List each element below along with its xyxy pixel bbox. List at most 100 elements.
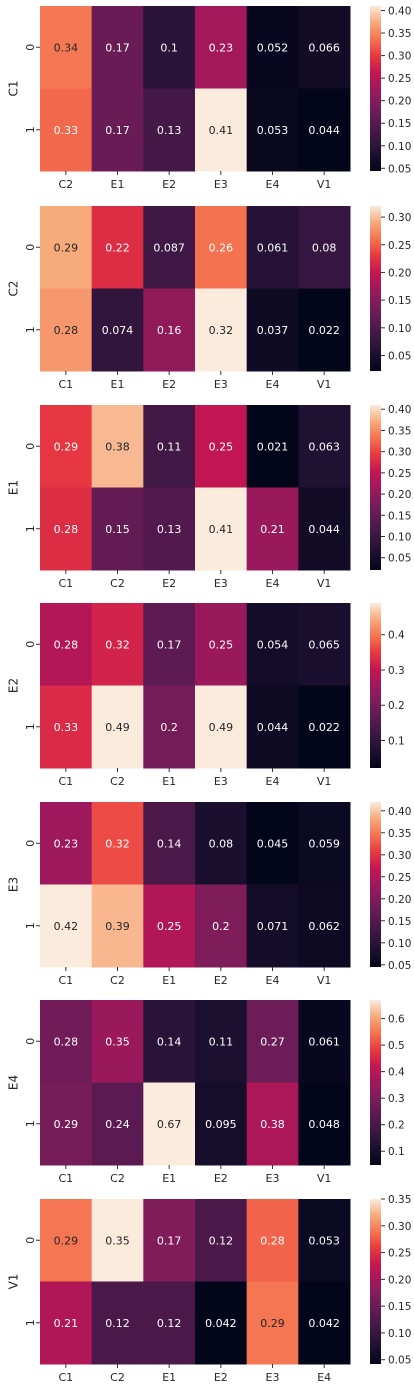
x-tick-label: V1 <box>317 378 332 391</box>
heatmap-cell <box>40 6 93 89</box>
x-tick-label: V1 <box>317 178 332 191</box>
cell-value-label: 0.14 <box>157 1035 182 1048</box>
colorbar-tick-label: 0.25 <box>388 73 411 85</box>
heatmap-cell <box>246 884 299 968</box>
cell-value-label: 0.33 <box>54 124 79 137</box>
heatmap-cell <box>91 685 144 769</box>
y-tick-label: 0 <box>24 44 37 51</box>
heatmap-cell <box>246 603 299 686</box>
colorbar <box>370 6 381 171</box>
colorbar-tick-label: 0.4 <box>388 630 405 642</box>
heatmap-cell <box>40 1000 93 1083</box>
x-tick-label: E4 <box>266 974 280 987</box>
colorbar-tick-label: 0.10 <box>388 1328 411 1340</box>
cell-value-label: 0.08 <box>209 837 234 850</box>
cell-value-label: 0.061 <box>257 241 289 254</box>
heatmap-cell <box>91 487 144 571</box>
colorbar-tick-label: 0.20 <box>388 96 411 108</box>
heatmap-cell <box>195 1000 248 1083</box>
heatmap-cell <box>91 1000 144 1083</box>
cell-value-label: 0.053 <box>257 124 289 137</box>
heatmap-cell <box>246 1000 299 1083</box>
x-tick-label: E3 <box>214 775 228 788</box>
cell-value-label: 0.1 <box>160 41 178 54</box>
heatmap-cell <box>298 1281 351 1365</box>
x-tick-label: E1 <box>162 775 176 788</box>
colorbar-tick-label: 0.20 <box>388 1274 411 1286</box>
colorbar-tick-label: 0.30 <box>388 1221 411 1233</box>
heatmap-cell <box>91 405 144 488</box>
x-tick-label: E2 <box>162 577 176 590</box>
x-tick-label: C2 <box>110 775 125 788</box>
cell-value-label: 0.28 <box>54 324 79 337</box>
y-tick-label: 1 <box>24 326 37 333</box>
heatmap-cell <box>40 685 93 769</box>
x-tick-label: C2 <box>110 1371 125 1384</box>
cell-value-label: 0.23 <box>54 837 79 850</box>
heatmap-cell <box>91 802 144 885</box>
y-tick-label: 0 <box>24 840 37 847</box>
x-tick-label: C1 <box>58 378 73 391</box>
cell-value-label: 0.24 <box>105 1118 130 1131</box>
colorbar <box>370 206 381 371</box>
heatmap-cell <box>298 884 351 968</box>
colorbar <box>370 405 381 570</box>
colorbar-tick-label: 0.05 <box>388 553 411 565</box>
heatmap-cell <box>298 1199 351 1282</box>
cell-value-label: 0.38 <box>260 1118 285 1131</box>
heatmap-cell <box>91 6 144 89</box>
cell-value-label: 0.08 <box>312 241 337 254</box>
x-tick-label: C1 <box>58 974 73 987</box>
x-tick-label: V1 <box>317 775 332 788</box>
colorbar-tick-label: 0.1 <box>388 736 405 748</box>
colorbar-tick-label: 0.40 <box>388 404 411 416</box>
heatmap-cell <box>143 802 196 885</box>
x-tick-label: E4 <box>266 775 280 788</box>
cell-value-label: 0.16 <box>157 324 182 337</box>
cell-value-label: 0.022 <box>308 721 340 734</box>
colorbar-tick-label: 0.10 <box>388 323 411 335</box>
cell-value-label: 0.38 <box>105 440 130 453</box>
heatmap-cell <box>298 1000 351 1083</box>
heatmap-cell <box>91 288 144 372</box>
cell-value-label: 0.052 <box>257 41 289 54</box>
colorbar-tick-label: 0.20 <box>388 489 411 501</box>
cell-value-label: 0.074 <box>102 324 134 337</box>
heatmap-cell <box>40 603 93 686</box>
heatmap-cell <box>40 487 93 571</box>
cell-value-label: 0.32 <box>105 638 130 651</box>
heatmap-cell <box>195 884 248 968</box>
cell-value-label: 0.13 <box>157 523 182 536</box>
cell-value-label: 0.34 <box>54 41 79 54</box>
cell-value-label: 0.29 <box>54 440 79 453</box>
colorbar-tick-label: 0.30 <box>388 212 411 224</box>
heatmap-cell <box>246 685 299 769</box>
heatmap-cell <box>143 288 196 372</box>
colorbar-tick-label: 0.6 <box>388 1014 405 1026</box>
cell-value-label: 0.67 <box>157 1118 182 1131</box>
heatmap-cell <box>195 206 248 289</box>
colorbar-tick-label: 0.15 <box>388 295 411 307</box>
colorbar-tick-label: 0.3 <box>388 1093 405 1105</box>
x-tick-label: E2 <box>162 178 176 191</box>
heatmap-cell <box>298 206 351 289</box>
cell-value-label: 0.044 <box>308 124 340 137</box>
heatmap-cell <box>298 1082 351 1166</box>
y-tick-label: 0 <box>24 641 37 648</box>
heatmap-cell <box>143 685 196 769</box>
cell-value-label: 0.29 <box>54 1234 79 1247</box>
y-tick-label: 1 <box>24 1120 37 1127</box>
y-tick-label: 1 <box>24 922 37 929</box>
x-tick-label: E3 <box>266 1371 280 1384</box>
cell-value-label: 0.061 <box>308 1035 340 1048</box>
heatmap-cell <box>143 6 196 89</box>
colorbar-tick-label: 0.35 <box>388 1194 411 1206</box>
cell-value-label: 0.2 <box>212 920 230 933</box>
cell-value-label: 0.29 <box>260 1317 285 1330</box>
heatmap-cell <box>246 1281 299 1365</box>
heatmap-cell <box>298 288 351 372</box>
cell-value-label: 0.087 <box>153 241 185 254</box>
y-tick-label: 1 <box>24 723 37 730</box>
colorbar-tick-label: 0.30 <box>388 51 411 63</box>
